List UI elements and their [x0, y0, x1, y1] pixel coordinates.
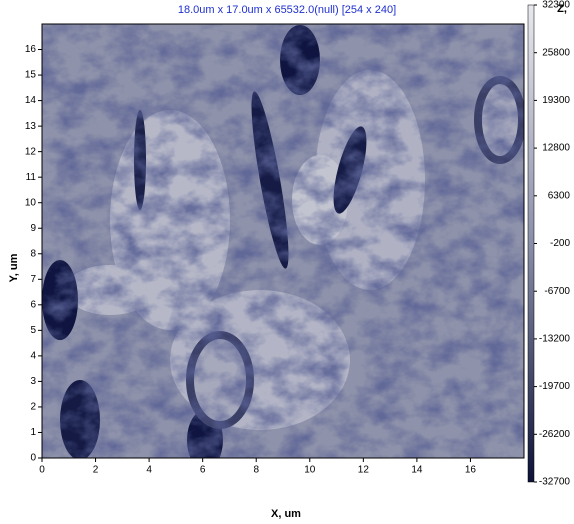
colorbar-tick-label: 6300 [548, 190, 571, 201]
x-tick-label: 16 [465, 465, 477, 476]
colorbar-tick-label: -26200 [539, 429, 571, 440]
y-tick-label: 13 [25, 121, 37, 132]
y-tick-label: 10 [25, 197, 37, 208]
y-tick-label: 5 [30, 325, 36, 336]
x-tick-label: 4 [146, 465, 152, 476]
y-tick-label: 3 [30, 376, 36, 387]
y-tick-label: 12 [25, 146, 37, 157]
y-tick-label: 2 [30, 402, 36, 413]
x-tick-label: 14 [411, 465, 423, 476]
colorbar-tick-label: 25800 [542, 47, 570, 58]
y-tick-label: 7 [30, 274, 36, 285]
y-tick-label: 6 [30, 299, 36, 310]
colorbar-tick-label: -19700 [539, 381, 571, 392]
y-tick-label: 16 [25, 44, 37, 55]
y-tick-label: 9 [30, 223, 36, 234]
y-tick-label: 1 [30, 427, 36, 438]
y-axis-title: Y, um [8, 253, 20, 282]
y-tick-label: 11 [26, 172, 37, 183]
x-tick-label: 10 [304, 465, 316, 476]
x-tick-label: 8 [253, 465, 259, 476]
y-tick-label: 4 [30, 351, 36, 362]
colorbar-tick-label: 12800 [542, 143, 570, 154]
colorbar-tick-label: -200 [550, 238, 570, 249]
afm-image [42, 24, 524, 470]
y-tick-label: 0 [30, 453, 36, 464]
x-tick-label: 12 [358, 465, 370, 476]
chart: 18.0um x 17.0um x 65532.0(null) [254 x 2… [0, 0, 574, 524]
x-tick-label: 0 [39, 465, 45, 476]
x-tick-label: 2 [93, 465, 99, 476]
colorbar-tick-label: -6700 [544, 286, 570, 297]
y-tick-label: 14 [25, 95, 37, 106]
x-axis-title: X, um [271, 508, 301, 520]
colorbar-tick-label: 32300 [542, 0, 570, 11]
colorbar-tick-label: -32700 [539, 477, 571, 488]
colorbar [528, 5, 534, 482]
colorbar-tick-label: 19300 [542, 95, 570, 106]
y-tick-label: 8 [30, 248, 36, 259]
colorbar-tick-label: -13200 [539, 334, 571, 345]
x-tick-label: 6 [200, 465, 206, 476]
chart-title: 18.0um x 17.0um x 65532.0(null) [254 x 2… [178, 4, 396, 16]
y-tick-label: 15 [25, 70, 37, 81]
